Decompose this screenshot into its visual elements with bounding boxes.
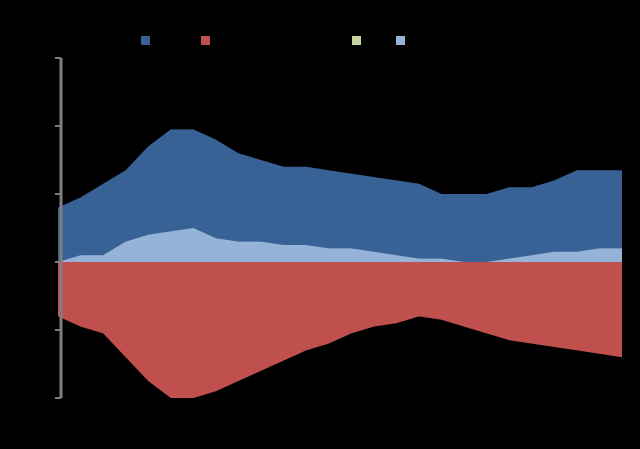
legend-swatch-b — [201, 36, 210, 45]
area-series-b — [58, 262, 622, 398]
y-axis — [55, 57, 63, 399]
legend-swatch-c — [352, 36, 361, 45]
area-layer — [57, 129, 623, 399]
area-series-d — [58, 228, 622, 262]
legend — [141, 36, 405, 45]
legend-swatch-d — [396, 36, 405, 45]
legend-swatch-a — [141, 36, 150, 45]
area-series-a — [58, 129, 622, 262]
